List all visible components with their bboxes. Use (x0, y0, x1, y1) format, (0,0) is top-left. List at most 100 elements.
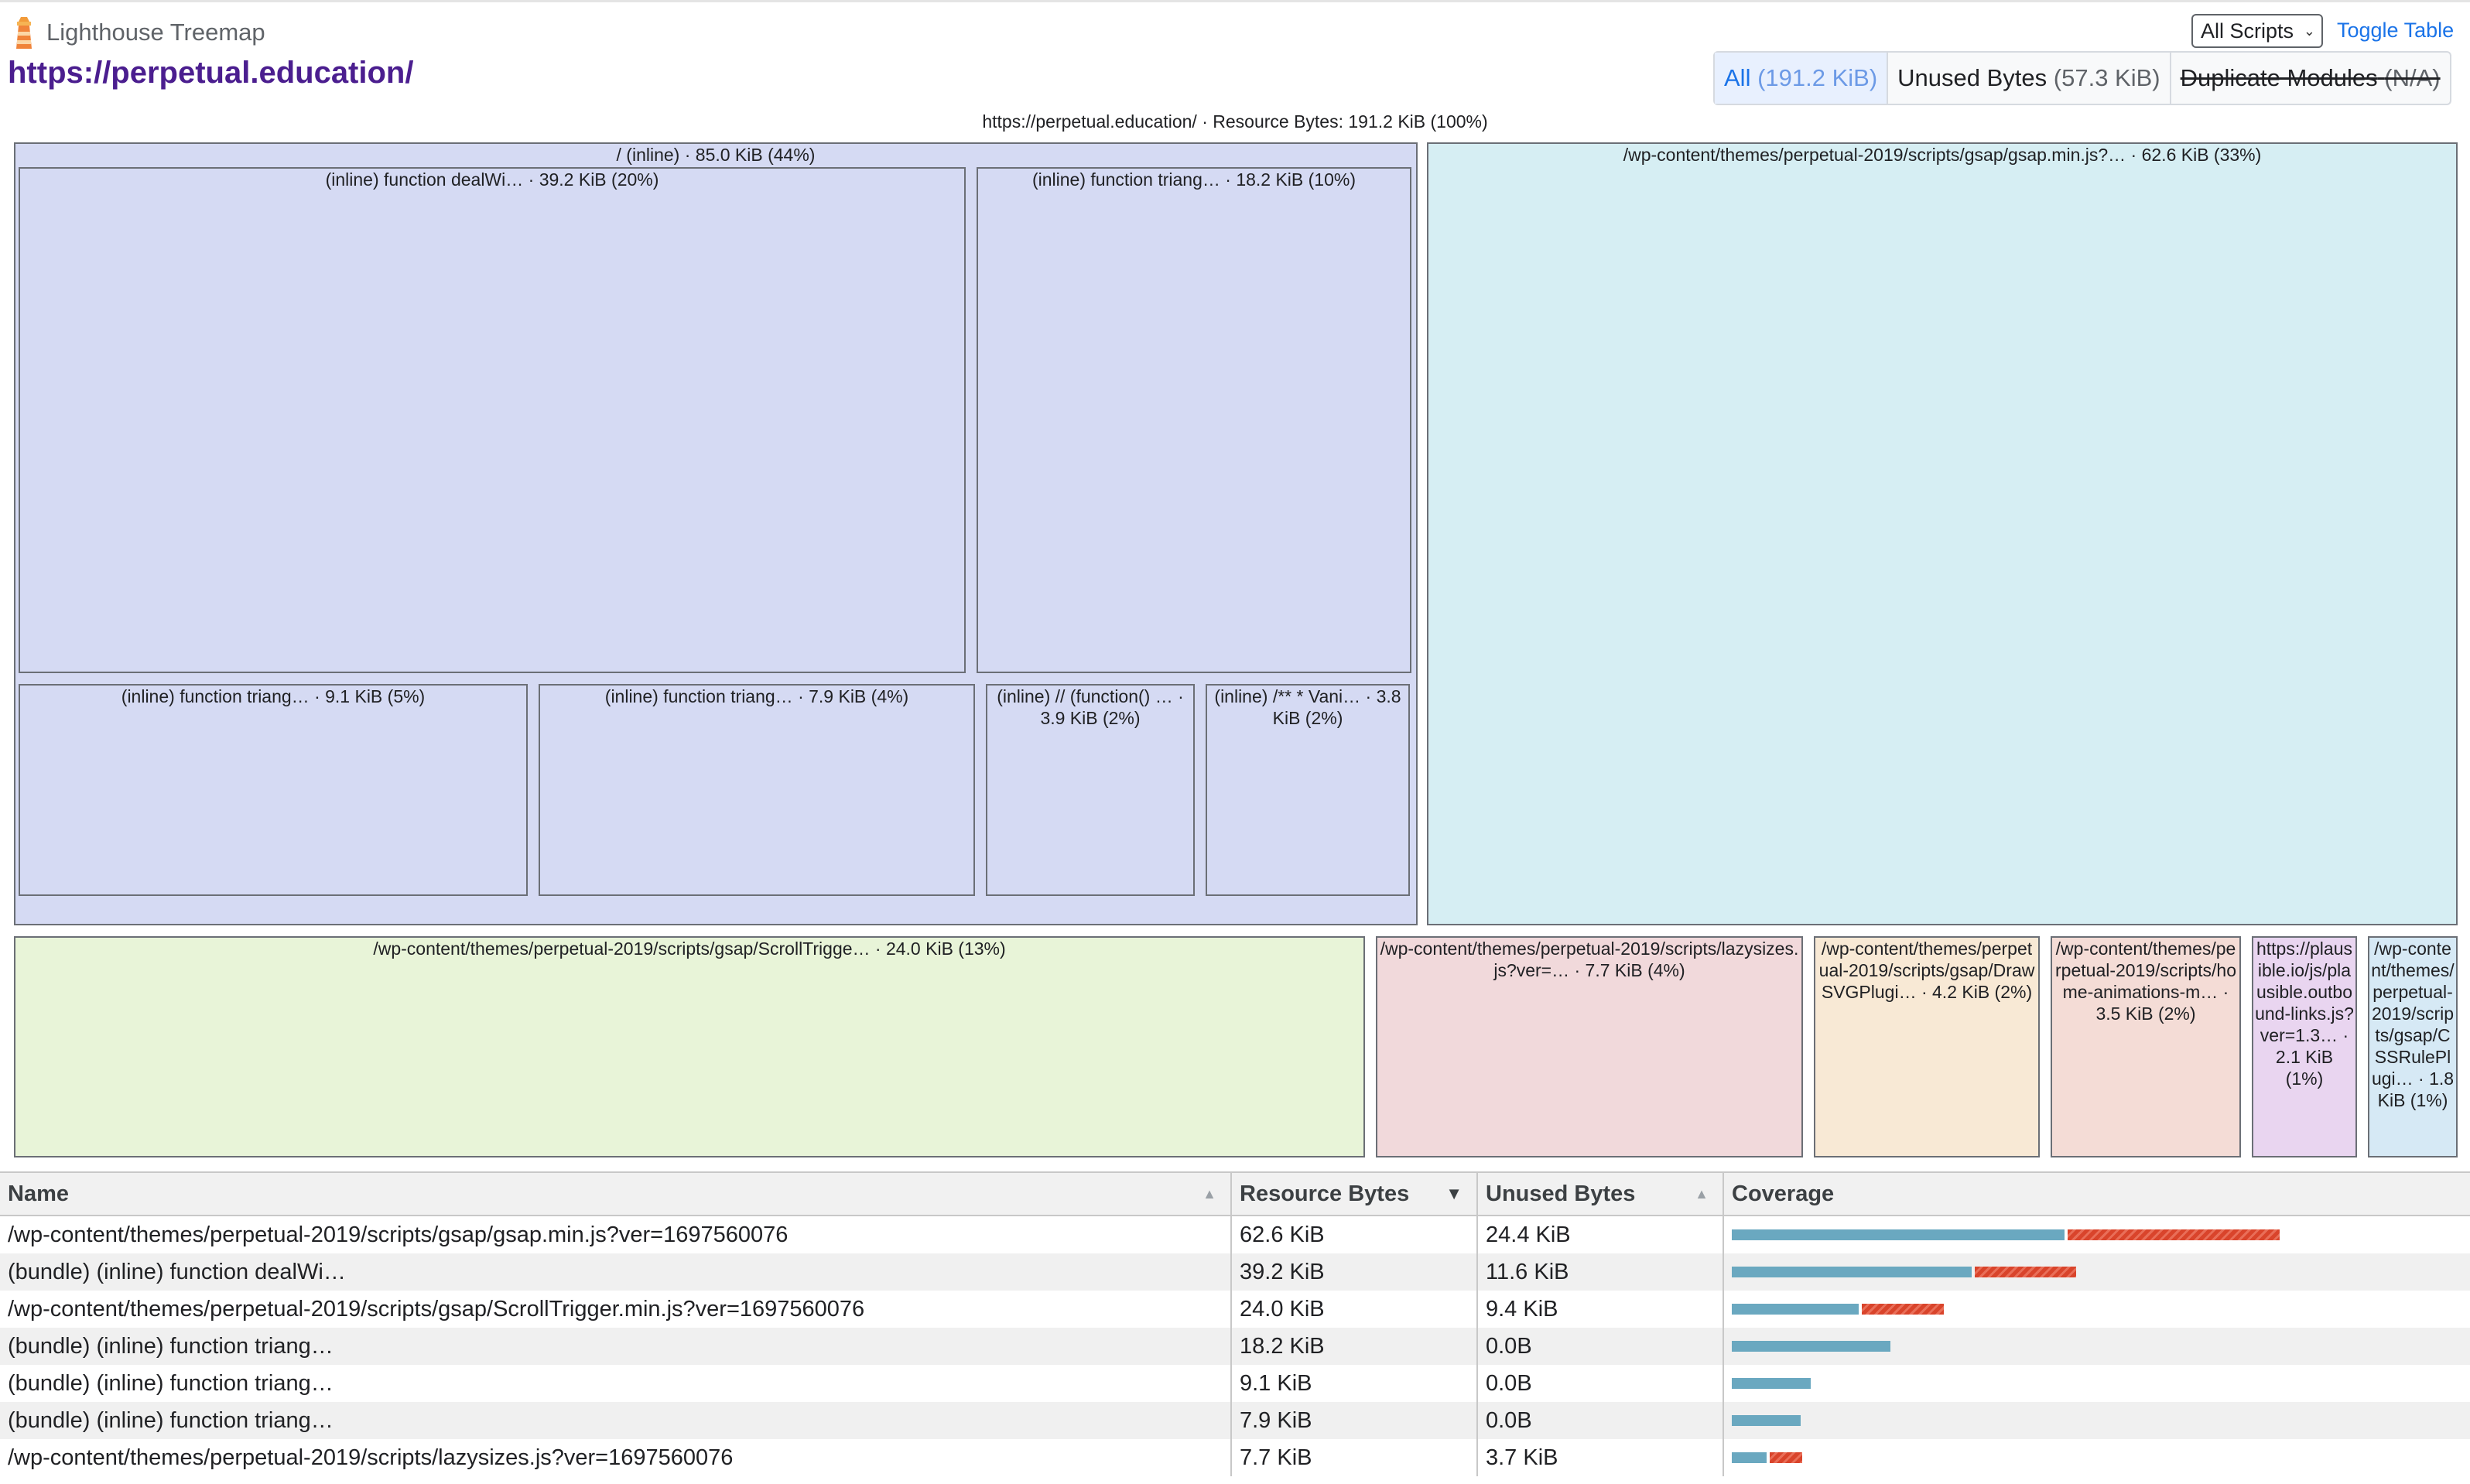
table-row[interactable]: (bundle) (inline) function dealWi… 39.2 … (0, 1253, 2470, 1291)
cell-coverage (1724, 1439, 2470, 1476)
cell-resource-bytes: 7.9 KiB (1232, 1402, 1478, 1439)
view-mode-label: All (1724, 64, 1751, 91)
coverage-used-bar (1732, 1229, 2065, 1240)
view-mode-label: Duplicate Modules (2180, 64, 2378, 91)
cell-unused-bytes: 3.7 KiB (1478, 1439, 1724, 1476)
treemap-node-drawsvg[interactable]: /wp-content/themes/perpetual-2019/script… (1814, 936, 2040, 1157)
cell-unused-bytes: 11.6 KiB (1478, 1253, 1724, 1291)
cell-name: (bundle) (inline) function triang… (0, 1328, 1232, 1365)
column-header-label: Coverage (1732, 1181, 1835, 1206)
table-header: Name ▲ Resource Bytes ▼ Unused Bytes ▲ C… (0, 1173, 2470, 1216)
treemap-node-label: /wp-content/themes/perpetual-2019/script… (1623, 145, 2262, 165)
chevron-down-icon: ⌄ (2303, 22, 2315, 39)
treemap-node-label: /wp-content/themes/perpetual-2019/script… (2371, 939, 2455, 1110)
coverage-unused-bar (2067, 1229, 2280, 1240)
cell-coverage (1724, 1291, 2470, 1328)
cell-unused-bytes: 24.4 KiB (1478, 1216, 1724, 1253)
treemap-node-inline-triang-1[interactable]: (inline) function triang… · 18.2 KiB (10… (977, 167, 1411, 673)
coverage-bar (1732, 1267, 2076, 1277)
cell-name: (bundle) (inline) function triang… (0, 1365, 1232, 1402)
cell-unused-bytes: 0.0B (1478, 1365, 1724, 1402)
treemap-node-inline-vanilla[interactable]: (inline) /** * Vani… · 3.8 KiB (2%) (1206, 684, 1410, 896)
table-row[interactable]: (bundle) (inline) function triang… 9.1 K… (0, 1365, 2470, 1402)
cell-resource-bytes: 62.6 KiB (1232, 1216, 1478, 1253)
treemap-node-cssruleplugin[interactable]: /wp-content/themes/perpetual-2019/script… (2368, 936, 2458, 1157)
cell-unused-bytes: 0.0B (1478, 1402, 1724, 1439)
column-header-unused-bytes[interactable]: Unused Bytes ▲ (1478, 1173, 1724, 1215)
coverage-bar (1732, 1341, 1890, 1352)
cell-resource-bytes: 9.1 KiB (1232, 1365, 1478, 1402)
table-row[interactable]: (bundle) (inline) function triang… 7.9 K… (0, 1402, 2470, 1439)
column-header-resource-bytes[interactable]: Resource Bytes ▼ (1232, 1173, 1478, 1215)
cell-name: (bundle) (inline) function dealWi… (0, 1253, 1232, 1291)
treemap-node-label: /wp-content/themes/perpetual-2019/script… (1380, 939, 1799, 980)
treemap-node-label: (inline) function dealWi… · 39.2 KiB (20… (325, 169, 659, 190)
column-header-coverage[interactable]: Coverage (1724, 1173, 2470, 1215)
column-header-label: Resource Bytes (1240, 1181, 1410, 1206)
treemap-node-gsap[interactable]: /wp-content/themes/perpetual-2019/script… (1427, 142, 2458, 925)
table-row[interactable]: /wp-content/themes/perpetual-2019/script… (0, 1439, 2470, 1476)
treemap-root-label[interactable]: https://perpetual.education/ · Resource … (982, 111, 1488, 132)
coverage-used-bar (1732, 1415, 1801, 1426)
cell-coverage (1724, 1402, 2470, 1439)
cell-coverage (1724, 1328, 2470, 1365)
view-mode-tabs: All (191.2 KiB) Unused Bytes (57.3 KiB) … (1713, 51, 2451, 105)
cell-name: /wp-content/themes/perpetual-2019/script… (0, 1291, 1232, 1328)
cell-resource-bytes: 18.2 KiB (1232, 1328, 1478, 1365)
cell-resource-bytes: 24.0 KiB (1232, 1291, 1478, 1328)
table-row[interactable]: /wp-content/themes/perpetual-2019/script… (0, 1216, 2470, 1253)
cell-unused-bytes: 9.4 KiB (1478, 1291, 1724, 1328)
cell-coverage (1724, 1253, 2470, 1291)
treemap-node-inline-triang-3[interactable]: (inline) function triang… · 7.9 KiB (4%) (539, 684, 975, 896)
treemap-node-label: /wp-content/themes/perpetual-2019/script… (2055, 939, 2236, 1024)
toggle-table-button[interactable]: Toggle Table (2337, 19, 2455, 42)
column-header-label: Unused Bytes (1486, 1181, 1636, 1206)
scripts-select-value: All Scripts (2201, 19, 2294, 43)
treemap-node-label: https://plausible.io/js/plausible.outbou… (2255, 939, 2354, 1089)
treemap-node-label: (inline) function triang… · 9.1 KiB (5%) (121, 686, 426, 706)
treemap-node-label: (inline) function triang… · 7.9 KiB (4%) (604, 686, 909, 706)
treemap-node-home-animations[interactable]: /wp-content/themes/perpetual-2019/script… (2051, 936, 2241, 1157)
treemap-node-inline-triang-2[interactable]: (inline) function triang… · 9.1 KiB (5%) (19, 684, 528, 896)
table-row[interactable]: (bundle) (inline) function triang… 18.2 … (0, 1328, 2470, 1365)
treemap-node-label: (inline) // (function() … · 3.9 KiB (2%) (997, 686, 1184, 728)
treemap-node-lazysizes[interactable]: /wp-content/themes/perpetual-2019/script… (1376, 936, 1803, 1157)
view-mode-size: (N/A) (2384, 64, 2441, 91)
cell-name: (bundle) (inline) function triang… (0, 1402, 1232, 1439)
treemap-node-label: (inline) /** * Vani… · 3.8 KiB (2%) (1214, 686, 1401, 728)
table-body: /wp-content/themes/perpetual-2019/script… (0, 1216, 2470, 1476)
page-url[interactable]: https://perpetual.education/ (8, 56, 414, 90)
treemap-node-label: / (inline) · 85.0 KiB (44%) (616, 145, 816, 165)
view-mode-label: Unused Bytes (1897, 64, 2048, 91)
coverage-bar (1732, 1378, 1811, 1389)
cell-resource-bytes: 7.7 KiB (1232, 1439, 1478, 1476)
coverage-used-bar (1732, 1304, 1859, 1315)
coverage-bar (1732, 1452, 1802, 1463)
treemap-node-scrolltrigger[interactable]: /wp-content/themes/perpetual-2019/script… (14, 936, 1365, 1157)
table-row[interactable]: /wp-content/themes/perpetual-2019/script… (0, 1291, 2470, 1328)
cell-name: /wp-content/themes/perpetual-2019/script… (0, 1216, 1232, 1253)
treemap-node-label: (inline) function triang… · 18.2 KiB (10… (1031, 169, 1356, 190)
column-header-name[interactable]: Name ▲ (0, 1173, 1232, 1215)
cell-coverage (1724, 1365, 2470, 1402)
top-border (0, 0, 2470, 2)
coverage-bar (1732, 1304, 1944, 1315)
scripts-table: Name ▲ Resource Bytes ▼ Unused Bytes ▲ C… (0, 1171, 2470, 1476)
view-mode-all[interactable]: All (191.2 KiB) (1715, 53, 1889, 104)
sort-down-icon: ▼ (1445, 1184, 1462, 1203)
app-title: Lighthouse Treemap (46, 19, 265, 46)
lighthouse-logo-icon (16, 17, 32, 49)
view-mode-duplicate-modules[interactable]: Duplicate Modules (N/A) (2171, 53, 2450, 104)
treemap-node-inline-dealwith[interactable]: (inline) function dealWi… · 39.2 KiB (20… (19, 167, 966, 673)
coverage-unused-bar (1975, 1267, 2076, 1277)
treemap-node-inline-function[interactable]: (inline) // (function() … · 3.9 KiB (2%) (986, 684, 1195, 896)
coverage-unused-bar (1862, 1304, 1944, 1315)
coverage-used-bar (1732, 1378, 1811, 1389)
view-mode-unused-bytes[interactable]: Unused Bytes (57.3 KiB) (1888, 53, 2171, 104)
scripts-select[interactable]: All Scripts ⌄ (2191, 14, 2323, 48)
treemap-node-label: /wp-content/themes/perpetual-2019/script… (373, 939, 1006, 959)
column-header-label: Name (8, 1181, 69, 1206)
view-mode-size: (57.3 KiB) (2053, 64, 2160, 91)
brand: Lighthouse Treemap (11, 14, 265, 51)
treemap-node-plausible[interactable]: https://plausible.io/js/plausible.outbou… (2252, 936, 2357, 1157)
